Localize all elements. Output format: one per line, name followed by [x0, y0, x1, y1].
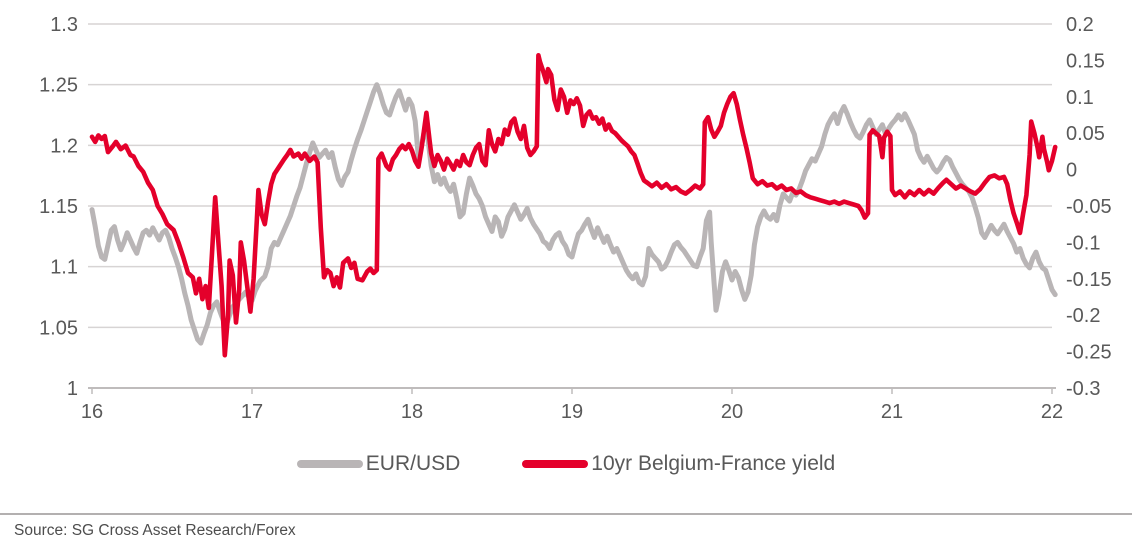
left-axis-tick-label: 1.3	[50, 14, 78, 36]
right-axis-tick-label: -0.05	[1066, 196, 1112, 218]
yield-line-swatch-icon	[522, 460, 589, 468]
legend-label-eurusd: EUR/USD	[365, 452, 461, 475]
x-axis-tick-label: 21	[881, 401, 903, 423]
right-axis-tick-label: 0.1	[1066, 87, 1094, 109]
right-axis-tick-label: -0.15	[1066, 269, 1112, 291]
left-axis-tick-label: 1.1	[50, 257, 78, 279]
right-axis-tick-label: -0.2	[1066, 305, 1100, 327]
x-axis-tick-label: 17	[241, 401, 263, 423]
left-axis-tick-label: 1.2	[50, 135, 78, 157]
chart-legend: EUR/USD 10yr Belgium-France yield	[0, 452, 1132, 476]
dual-axis-line-chart: 1.3 1.25 1.2 1.15 1.1 1.05 1 0.2 0.15 0.1 0.05 0 -0.…	[39, 14, 1112, 423]
eurusd-line-swatch-icon	[296, 460, 363, 468]
x-axis-tick-label: 20	[721, 401, 743, 423]
right-axis-tick-label: -0.25	[1066, 342, 1112, 364]
x-axis-tick-label: 22	[1041, 401, 1063, 423]
left-axis-tick-label: 1.15	[39, 196, 78, 218]
left-axis-tick-label: 1	[67, 378, 78, 400]
right-axis-tick-label: 0.15	[1066, 50, 1105, 72]
x-axis-tick-label: 19	[561, 401, 583, 423]
source-attribution: Source: SG Cross Asset Research/Forex	[14, 522, 296, 539]
right-axis-tick-label: 0	[1066, 160, 1077, 182]
legend-item-belgium-france-yield: 10yr Belgium-France yield	[522, 452, 835, 476]
legend-item-eurusd: EUR/USD	[296, 452, 461, 476]
left-axis-tick-label: 1.05	[39, 317, 78, 339]
right-axis-tick-label: 0.05	[1066, 123, 1105, 145]
left-axis-tick-label: 1.25	[39, 75, 78, 97]
right-axis-tick-label: -0.1	[1066, 232, 1100, 254]
belgium-france-yield-line	[89, 53, 1058, 358]
right-axis-tick-label: -0.3	[1066, 378, 1100, 400]
legend-label-belgium-france-yield: 10yr Belgium-France yield	[591, 452, 836, 475]
right-axis-tick-label: 0.2	[1066, 14, 1094, 36]
x-axis-tick-label: 16	[81, 401, 103, 423]
x-axis-tick-label: 18	[401, 401, 423, 423]
footer-divider	[0, 513, 1132, 515]
